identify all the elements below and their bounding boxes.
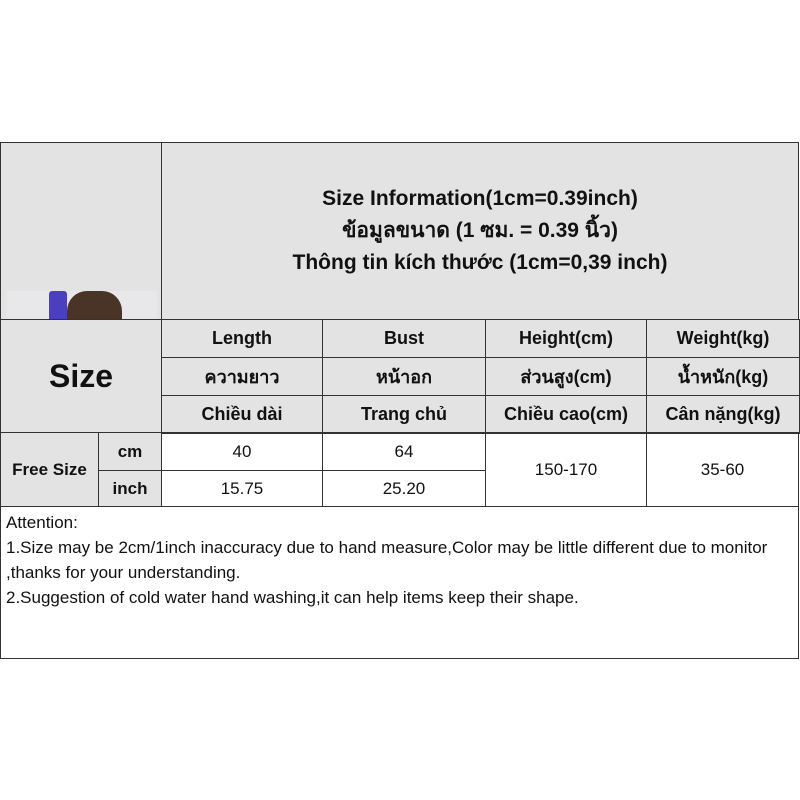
bust-inch: 25.20 (322, 470, 486, 507)
column-header-en: Height(cm) (485, 319, 647, 358)
size-header: Size (0, 319, 162, 433)
column-header-vi: Chiều cao(cm) (485, 395, 647, 434)
size-info-title: Size Information(1cm=0.39inch) ข้อมูลขนา… (161, 142, 799, 320)
column-header-th: ส่วนสูง(cm) (485, 357, 647, 396)
weight-range: 35-60 (646, 432, 799, 507)
title-thai: ข้อมูลขนาด (1 ซม. = 0.39 นิ้ว) (342, 219, 618, 242)
height-range: 150-170 (485, 432, 647, 507)
column-header-vi: Chiều dài (161, 395, 323, 434)
length-inch: 15.75 (161, 470, 323, 507)
attention-notes: Attention: 1.Size may be 2cm/1inch inacc… (0, 506, 799, 659)
column-header-vi: Trang chủ (322, 395, 486, 434)
attention-heading: Attention: (6, 513, 78, 532)
product-photo-cell (0, 142, 162, 454)
attention-line-2: 2.Suggestion of cold water hand washing,… (6, 588, 579, 607)
title-vietnamese: Thông tin kích thước (1cm=0,39 inch) (292, 251, 668, 274)
column-header-th: หน้าอก (322, 357, 486, 396)
column-header-en: Weight(kg) (646, 319, 800, 358)
unit-inch: inch (98, 470, 162, 507)
unit-cm: cm (98, 432, 162, 471)
column-header-th: ความยาว (161, 357, 323, 396)
column-header-th: น้ำหนัก(kg) (646, 357, 800, 396)
column-header-vi: Cân nặng(kg) (646, 395, 800, 434)
attention-line-1: 1.Size may be 2cm/1inch inaccuracy due t… (6, 538, 768, 582)
free-size-label: Free Size (0, 432, 99, 507)
length-cm: 40 (161, 432, 323, 471)
column-header-en: Length (161, 319, 323, 358)
title-english: Size Information(1cm=0.39inch) (322, 187, 638, 210)
column-header-en: Bust (322, 319, 486, 358)
bust-cm: 64 (322, 432, 486, 471)
